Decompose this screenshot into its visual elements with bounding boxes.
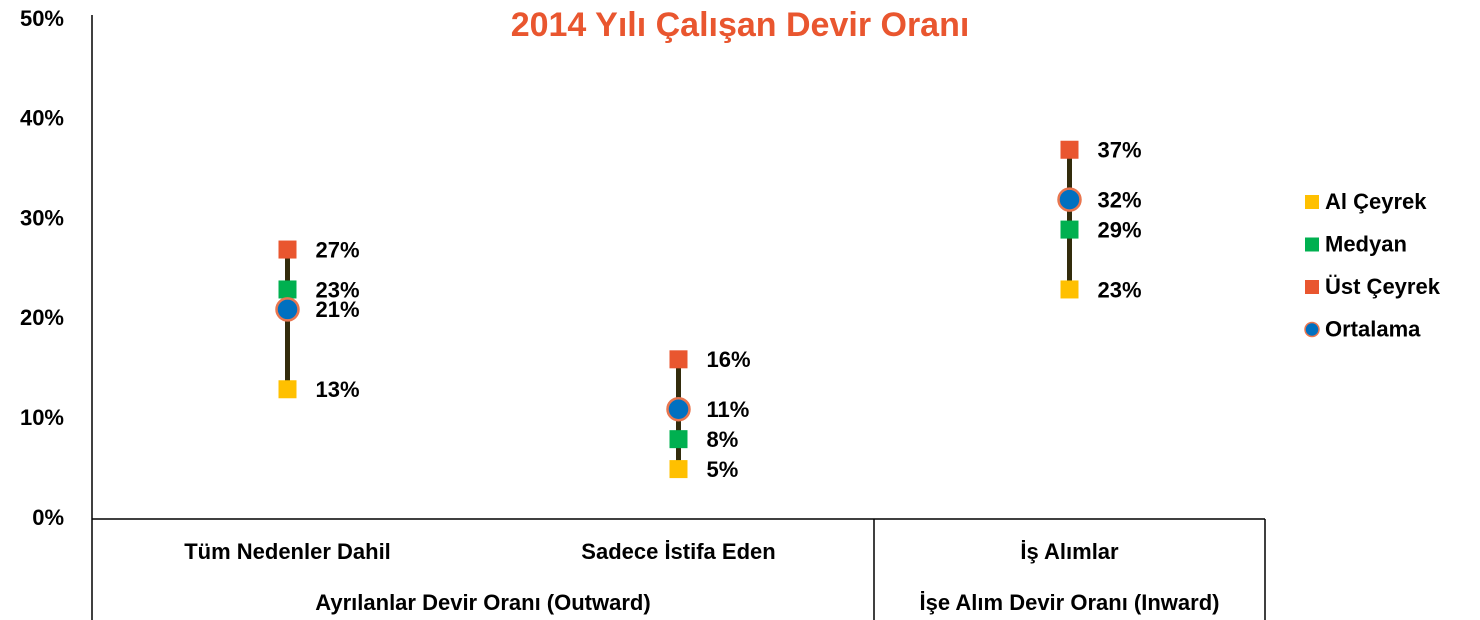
data-label: 13% [316, 377, 360, 402]
data-label: 32% [1098, 187, 1142, 212]
data-label: 21% [316, 297, 360, 322]
chart-title: 2014 Yılı Çalışan Devir Oranı [511, 6, 970, 44]
marker [278, 240, 297, 259]
y-tick-label: 50% [20, 6, 64, 31]
data-label: 27% [316, 237, 360, 262]
legend-marker [1305, 195, 1319, 209]
marker [1060, 220, 1079, 239]
legend-label: Üst Çeyrek [1325, 274, 1441, 299]
marker [669, 460, 688, 479]
x-tick-label: Tüm Nedenler Dahil [184, 539, 391, 564]
marker [1060, 280, 1079, 299]
marker [278, 380, 297, 399]
x-tick-label: İş Alımlar [1020, 539, 1119, 564]
y-tick-label: 10% [20, 405, 64, 430]
y-tick-label: 40% [20, 106, 64, 131]
data-label: 29% [1098, 217, 1142, 242]
group-label: Ayrılanlar Devir Oranı (Outward) [315, 590, 650, 615]
data-label: 5% [707, 457, 739, 482]
data-label: 8% [707, 427, 739, 452]
marker [1060, 140, 1079, 159]
marker [669, 350, 688, 369]
legend-label: Ortalama [1325, 316, 1421, 341]
marker [669, 430, 688, 449]
data-label: 11% [707, 397, 750, 422]
marker [666, 396, 691, 422]
marker [1057, 187, 1082, 212]
legend-label: Medyan [1325, 231, 1407, 256]
marker [278, 280, 297, 299]
data-label: 37% [1098, 138, 1142, 163]
legend-label: Al Çeyrek [1325, 189, 1427, 214]
group-label: İşe Alım Devir Oranı (Inward) [920, 590, 1220, 615]
y-tick-label: 20% [20, 305, 64, 330]
data-label: 23% [1098, 277, 1142, 302]
data-label: 16% [707, 347, 751, 372]
marker [275, 297, 300, 322]
legend-marker [1305, 237, 1319, 252]
legend-marker [1305, 280, 1319, 294]
x-tick-label: Sadece İstifa Eden [581, 539, 775, 564]
y-tick-label: 0% [32, 505, 64, 530]
legend-marker [1304, 321, 1320, 338]
data-label: 23% [316, 277, 360, 302]
y-tick-label: 30% [20, 205, 64, 230]
